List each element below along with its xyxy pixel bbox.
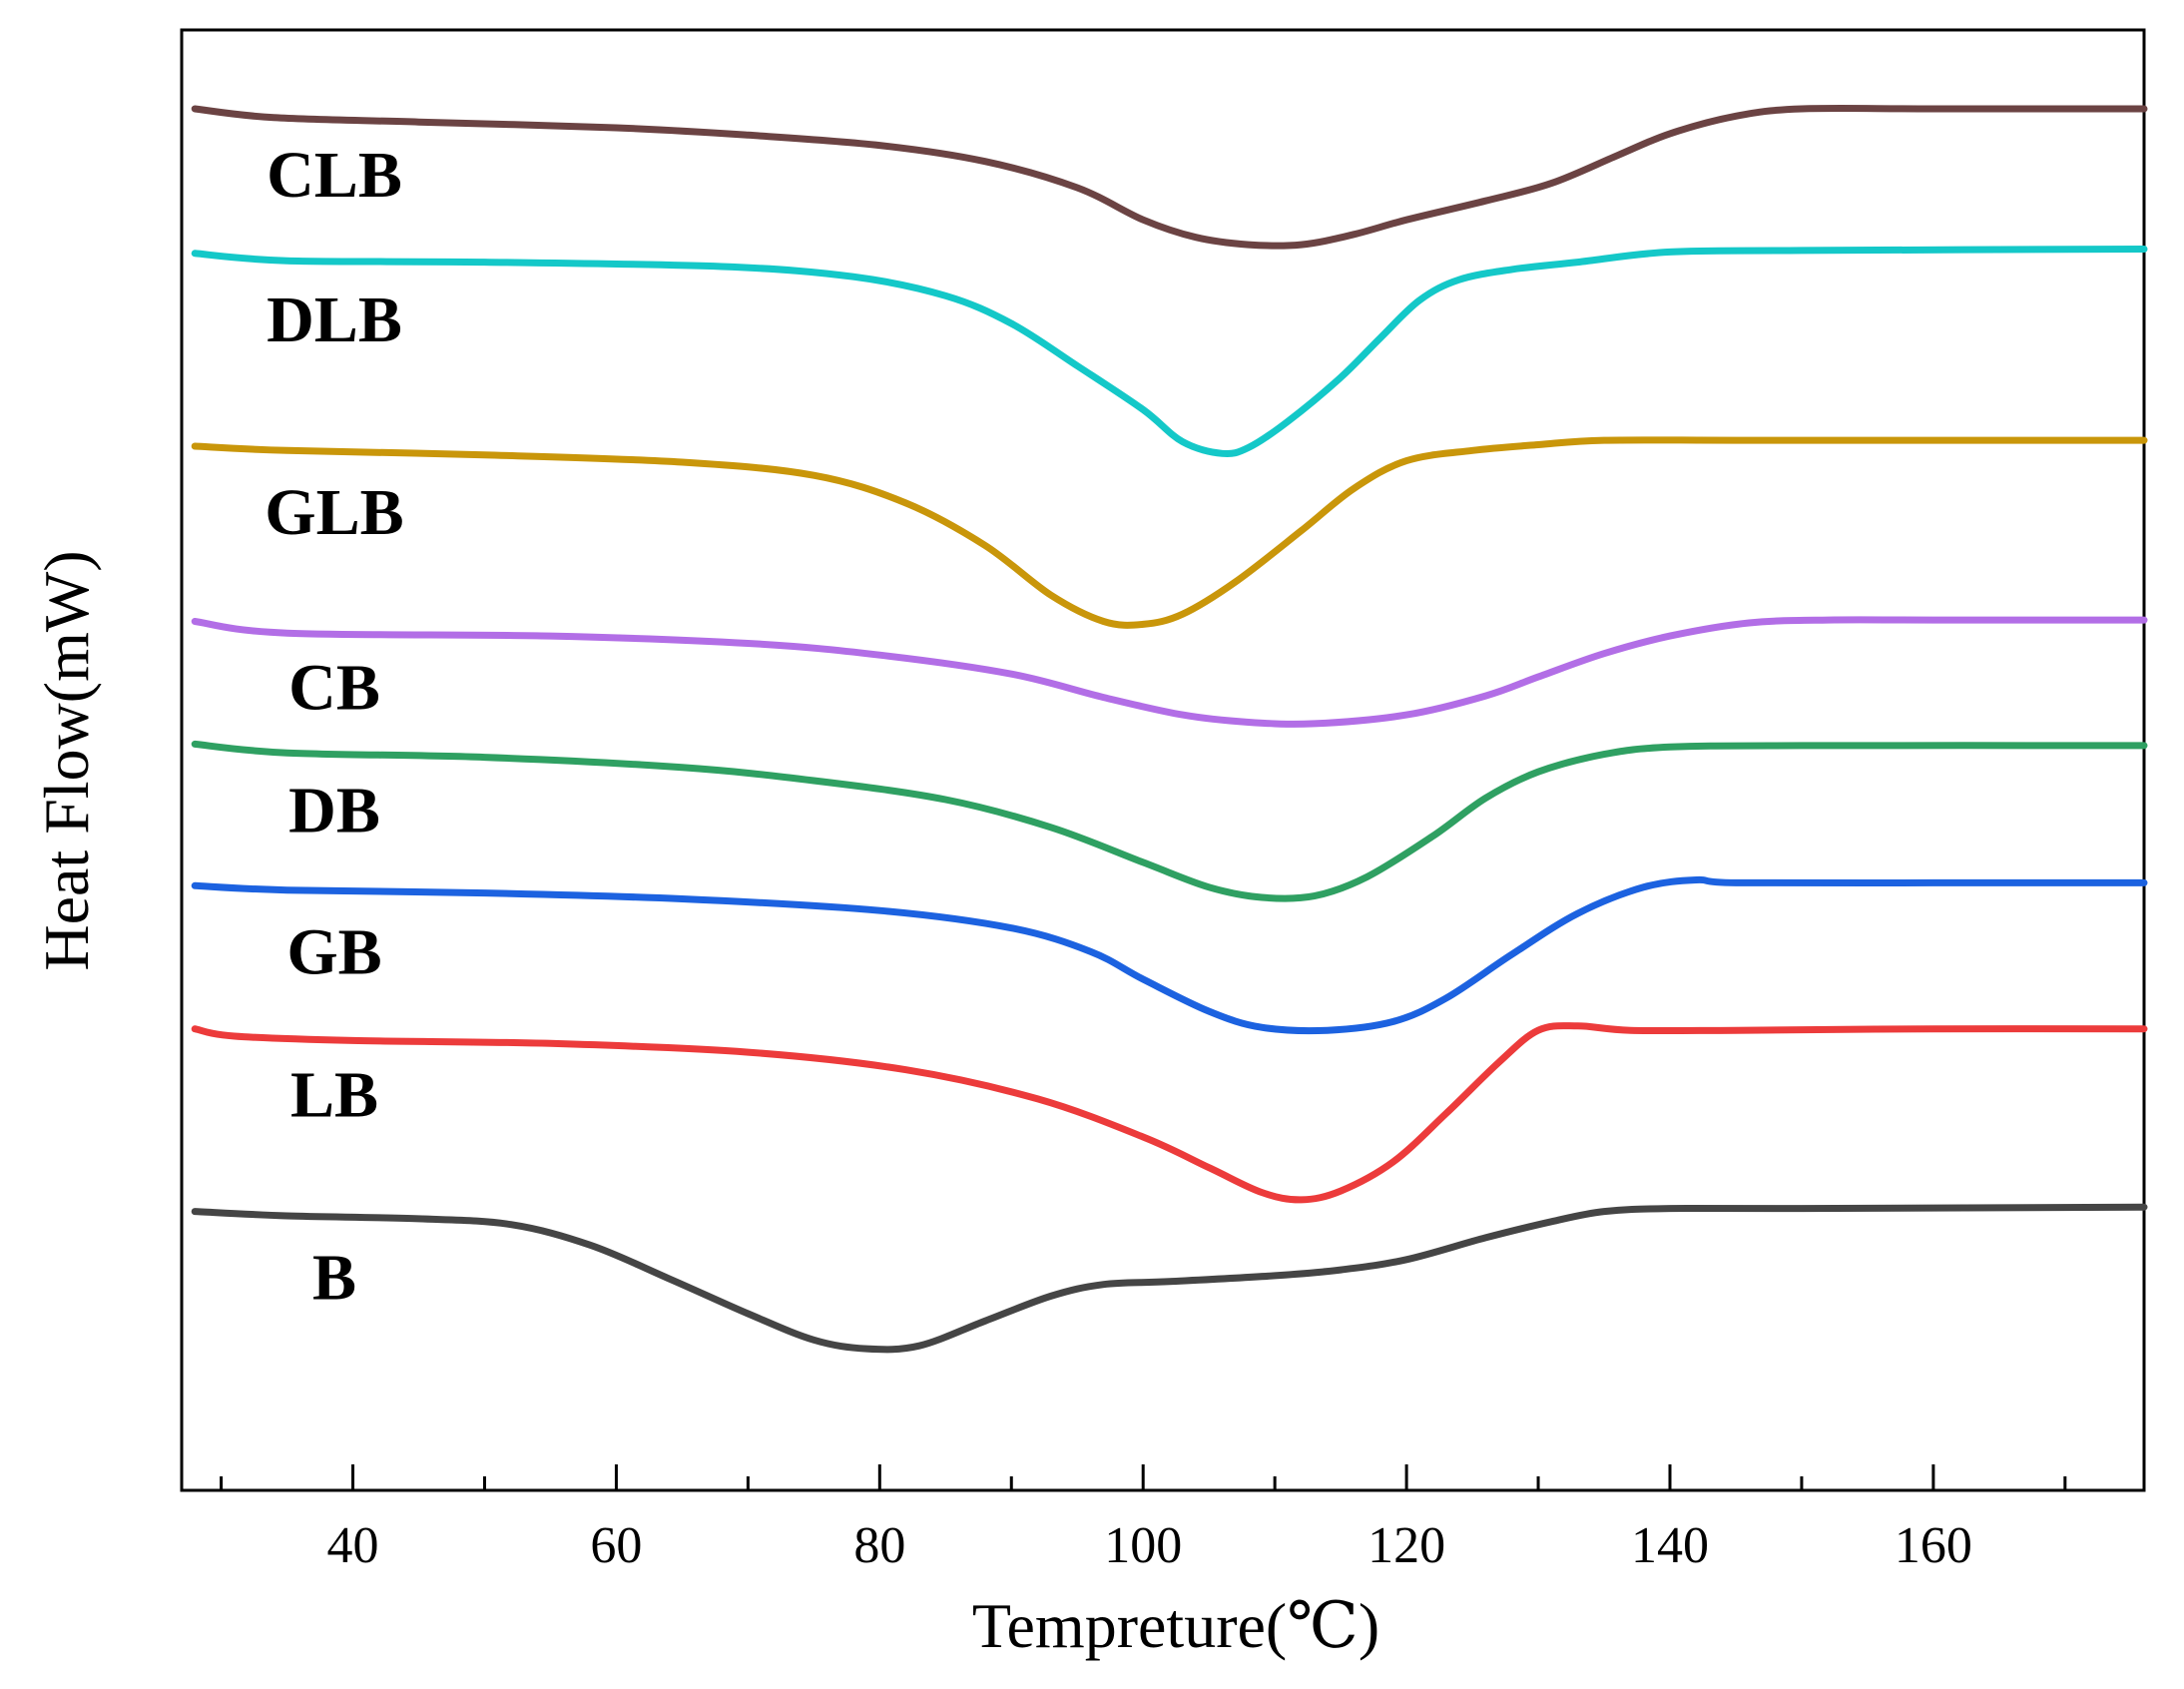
series-line-glb xyxy=(191,436,2148,629)
series-line-db xyxy=(191,740,2148,902)
series-line-lb xyxy=(191,1022,2148,1204)
series-label-db: DB xyxy=(288,774,380,846)
series-label-gb: GB xyxy=(286,915,381,988)
series-labels: CLB DLB GLB CB DB GB LB B xyxy=(265,139,403,1315)
y-axis-title: Heat Flow(mW) xyxy=(31,550,102,970)
x-tick-label: 160 xyxy=(1895,1517,1972,1574)
x-tick-label: 140 xyxy=(1631,1517,1709,1574)
x-tick-label: 100 xyxy=(1104,1517,1182,1574)
series-lines xyxy=(191,104,2148,1354)
plot-frame xyxy=(180,28,2146,1492)
x-tick-label: 80 xyxy=(853,1517,905,1574)
x-axis-title: Tempreture(℃) xyxy=(972,1590,1379,1661)
x-axis-ticks: 40 60 80 100 120 140 160 xyxy=(220,1464,2067,1574)
series-label-glb: GLB xyxy=(265,476,403,549)
x-tick-label: 120 xyxy=(1367,1517,1445,1574)
series-line-dlb xyxy=(191,246,2148,458)
series-label-clb: CLB xyxy=(267,139,402,212)
series-label-b: B xyxy=(312,1242,356,1315)
series-line-clb xyxy=(191,104,2148,250)
series-line-cb xyxy=(191,616,2148,728)
x-tick-label: 40 xyxy=(327,1517,379,1574)
series-line-b xyxy=(191,1203,2148,1354)
series-label-cb: CB xyxy=(288,652,380,725)
x-tick-label: 60 xyxy=(590,1517,642,1574)
series-label-lb: LB xyxy=(290,1059,378,1132)
series-line-gb xyxy=(191,875,2148,1035)
series-label-dlb: DLB xyxy=(267,283,402,356)
